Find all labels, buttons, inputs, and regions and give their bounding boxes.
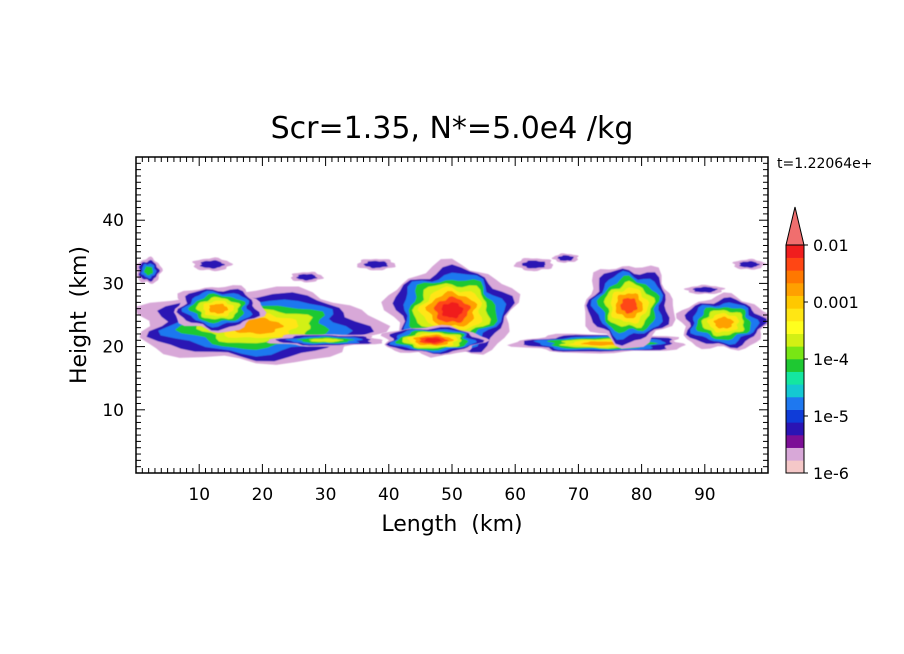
field-left-tail (266, 334, 383, 347)
field-left-top-patch (136, 256, 163, 284)
x-tick-label: 10 (188, 485, 210, 505)
colorbar-segment (786, 435, 804, 448)
colorbar-segment (786, 447, 804, 461)
field-wisp (192, 257, 234, 272)
colorbar-segment (786, 384, 804, 398)
x-axis-label: Length (km) (381, 512, 522, 537)
x-tick-label: 90 (694, 485, 716, 505)
chart-title: Scr=1.35, N*=5.0e4 /kg (271, 111, 634, 146)
field-wisp (683, 284, 726, 295)
x-tick-label: 70 (568, 485, 590, 505)
colorbar-extend-arrow (785, 206, 805, 246)
colorbar-label: 0.01 (813, 236, 849, 255)
plot-area: 10 20 30 40 50 60 70 80 90 10 20 30 40 (102, 156, 769, 505)
field-wisp (551, 253, 579, 263)
colorbar-segment (786, 283, 804, 296)
colorbar-segment (786, 270, 804, 284)
colorbar-label: 1e-4 (813, 350, 849, 369)
colorbar: 0.01 0.001 1e-4 1e-5 1e-6 (785, 206, 859, 483)
colorbar-label: 0.001 (813, 293, 859, 312)
axis-ticks: 10 20 30 40 50 60 70 80 90 10 20 30 40 (102, 157, 768, 505)
field-far-right-layer (676, 292, 768, 351)
x-tick-label: 80 (631, 485, 653, 505)
x-tick-label: 60 (504, 485, 526, 505)
x-tick-label: 20 (252, 485, 274, 505)
colorbar-segment (786, 460, 804, 474)
x-tick-label: 40 (378, 485, 400, 505)
colorbar-segment (786, 397, 804, 410)
field-left-bump (173, 285, 267, 334)
colorbar-label: 1e-6 (813, 464, 849, 483)
field-shading (136, 253, 768, 365)
x-tick-label: 50 (441, 485, 463, 505)
colorbar-segment (786, 422, 804, 436)
colorbar-segment (786, 295, 804, 309)
y-tick-label: 40 (102, 211, 124, 231)
field-central-core (380, 324, 491, 356)
y-tick-label: 10 (102, 401, 124, 421)
colorbar-segment (786, 257, 804, 271)
colorbar-segment (786, 371, 804, 385)
colorbar-segment (786, 245, 804, 258)
y-tick-label: 30 (102, 274, 124, 294)
colorbar-segment (786, 308, 804, 322)
colorbar-segment (786, 333, 804, 347)
y-tick-label: 20 (102, 338, 124, 358)
colorbar-segment (786, 409, 804, 423)
field-wisp (357, 258, 396, 271)
field-wisp (290, 271, 325, 283)
y-axis-label: Height (km) (67, 246, 92, 384)
colorbar-label: 1e-5 (813, 407, 849, 426)
field-wisp (732, 258, 767, 270)
field-right-cell (584, 265, 676, 349)
colorbar-segment (786, 321, 804, 334)
field-wisp (513, 258, 554, 272)
x-tick-label: 30 (315, 485, 337, 505)
time-label: t=1.22064e+ (777, 156, 872, 172)
colorbar-segment (786, 359, 804, 372)
colorbar-segment (786, 346, 804, 360)
